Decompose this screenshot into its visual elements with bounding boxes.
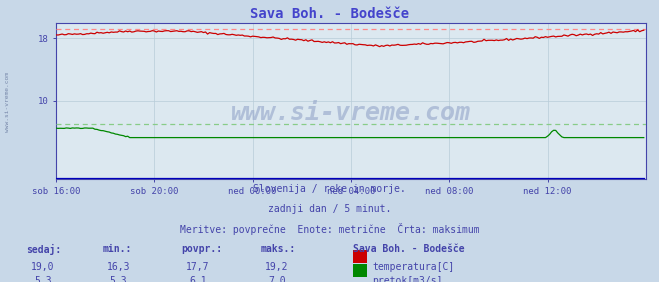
Text: Sava Boh. - Bodešče: Sava Boh. - Bodešče [353,244,464,254]
Text: 19,2: 19,2 [265,262,289,272]
Text: maks.:: maks.: [260,244,295,254]
Text: 5,3: 5,3 [34,276,51,282]
Text: 19,0: 19,0 [31,262,55,272]
Text: Meritve: povprečne  Enote: metrične  Črta: maksimum: Meritve: povprečne Enote: metrične Črta:… [180,223,479,235]
Text: 6,1: 6,1 [189,276,206,282]
Text: temperatura[C]: temperatura[C] [372,262,455,272]
Text: 5,3: 5,3 [110,276,127,282]
Text: www.si-vreme.com: www.si-vreme.com [5,72,11,131]
Text: Slovenija / reke in morje.: Slovenija / reke in morje. [253,184,406,194]
Text: zadnji dan / 5 minut.: zadnji dan / 5 minut. [268,204,391,213]
Text: sedaj:: sedaj: [26,244,61,255]
Text: 17,7: 17,7 [186,262,210,272]
Text: min.:: min.: [102,244,132,254]
Text: Sava Boh. - Bodešče: Sava Boh. - Bodešče [250,7,409,21]
Text: pretok[m3/s]: pretok[m3/s] [372,276,443,282]
Text: www.si-vreme.com: www.si-vreme.com [231,101,471,125]
Text: povpr.:: povpr.: [181,244,222,254]
Text: 16,3: 16,3 [107,262,130,272]
Text: 7,0: 7,0 [268,276,285,282]
